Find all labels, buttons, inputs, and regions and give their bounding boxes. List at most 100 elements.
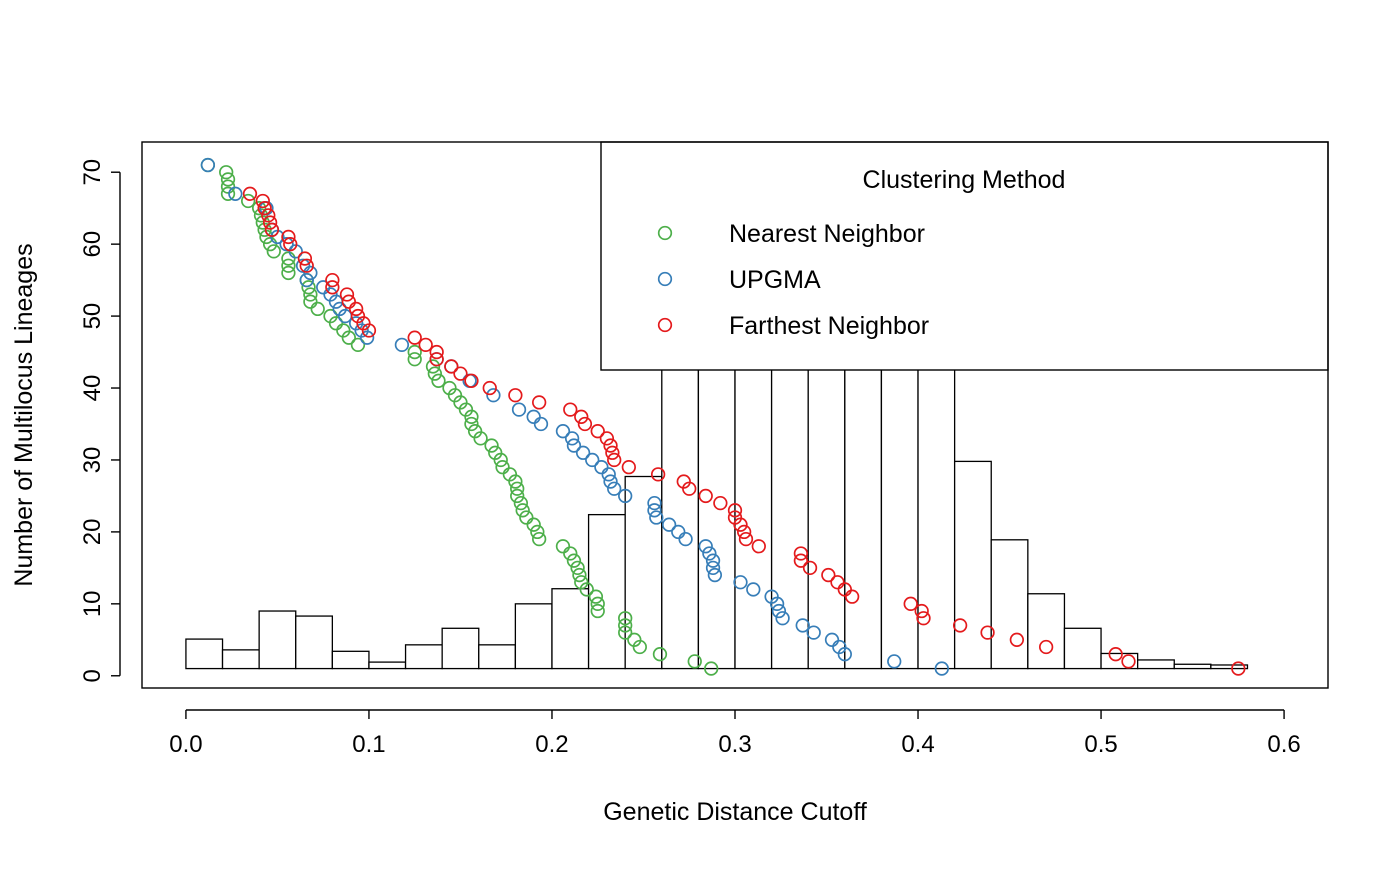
- y-tick-label: 0: [79, 669, 106, 682]
- x-axis-label: Genetic Distance Cutoff: [603, 798, 867, 826]
- data-point: [585, 452, 600, 468]
- data-point: [359, 330, 375, 345]
- data-point: [257, 201, 272, 216]
- legend-label: Farthest Neighbor: [729, 312, 929, 340]
- data-point: [453, 366, 468, 381]
- data-point: [837, 647, 852, 662]
- data-point: [303, 294, 318, 309]
- data-point: [698, 539, 713, 554]
- data-point: [566, 438, 582, 453]
- y-axis-label: Number of Multilocus Lineages: [10, 243, 38, 586]
- histogram-bar: [185, 638, 224, 670]
- data-point: [649, 510, 664, 525]
- y-tick-label: 10: [79, 590, 106, 617]
- data-point: [590, 596, 605, 611]
- data-point: [903, 596, 918, 611]
- data-point: [262, 237, 278, 252]
- data-point: [705, 560, 721, 576]
- histogram-bar: [514, 603, 553, 670]
- histogram-bar: [990, 539, 1029, 670]
- data-point: [530, 524, 545, 540]
- data-point: [746, 582, 761, 597]
- legend-label: UPGMA: [729, 266, 821, 294]
- data-point: [570, 560, 585, 576]
- y-tick-label: 40: [79, 375, 106, 402]
- histogram-bar: [844, 365, 883, 670]
- data-point: [484, 438, 499, 453]
- data-point: [914, 603, 929, 619]
- data-point: [493, 452, 508, 468]
- y-tick-label: 60: [79, 231, 106, 258]
- data-point: [526, 409, 541, 424]
- data-point: [702, 546, 717, 561]
- histogram-bar: [551, 588, 590, 670]
- data-point: [200, 157, 216, 173]
- data-point: [328, 316, 344, 331]
- data-point: [431, 373, 446, 388]
- data-point: [242, 186, 258, 201]
- legend-title: Clustering Method: [863, 166, 1066, 194]
- histogram-bar: [880, 365, 919, 670]
- histogram-bar: [295, 615, 333, 670]
- histogram-bar: [807, 365, 846, 670]
- data-point: [281, 251, 296, 266]
- data-point: [429, 352, 444, 367]
- histogram-bar: [331, 650, 370, 670]
- data-point: [510, 481, 525, 496]
- data-point: [316, 280, 331, 295]
- data-point: [952, 618, 968, 633]
- data-point: [295, 258, 311, 273]
- data-point: [350, 337, 366, 353]
- data-point: [508, 388, 523, 403]
- data-point: [495, 460, 510, 475]
- data-point: [793, 553, 809, 568]
- legend: Clustering Method Nearest Neighbor UPGMA F…: [600, 141, 1329, 371]
- data-point: [682, 481, 697, 496]
- data-point: [821, 567, 836, 583]
- histogram-bar: [368, 661, 407, 670]
- histogram-bar: [587, 513, 626, 670]
- data-point: [650, 467, 666, 482]
- x-tick-label: 0.4: [901, 731, 934, 758]
- plot-frame: [141, 141, 1329, 689]
- data-point: [511, 402, 527, 417]
- data-point: [325, 280, 340, 295]
- data-point: [301, 280, 316, 295]
- data-point: [579, 582, 594, 597]
- histogram-bars: [185, 365, 1249, 670]
- data-point: [1121, 654, 1136, 669]
- y-tick-label: 30: [79, 447, 106, 474]
- data-point: [486, 388, 501, 403]
- data-point: [299, 258, 314, 273]
- data-point: [632, 639, 647, 655]
- legend-box: [600, 141, 1329, 371]
- data-point: [802, 560, 818, 576]
- legend-marker: [657, 271, 673, 287]
- data-point: [590, 424, 605, 439]
- series-farthest-neighbor: [242, 186, 1246, 676]
- histogram-bar: [1027, 593, 1066, 670]
- data-point: [262, 215, 278, 230]
- histogram-bar: [661, 365, 700, 670]
- data-point: [599, 431, 615, 446]
- data-point: [482, 380, 497, 396]
- data-point: [339, 287, 355, 302]
- x-tick-label: 0.2: [535, 731, 568, 758]
- data-point: [737, 524, 752, 540]
- x-tick-label: 0.6: [1267, 731, 1300, 758]
- data-point: [916, 611, 931, 626]
- data-point: [603, 474, 618, 489]
- data-point: [618, 618, 633, 633]
- data-point: [281, 229, 296, 245]
- data-point: [594, 460, 609, 475]
- data-point: [707, 567, 723, 583]
- data-point: [733, 517, 748, 532]
- data-point: [427, 366, 442, 381]
- data-point: [563, 546, 578, 561]
- data-point: [429, 344, 444, 360]
- data-point: [704, 661, 719, 676]
- data-point: [795, 618, 810, 633]
- data-point: [1231, 661, 1246, 676]
